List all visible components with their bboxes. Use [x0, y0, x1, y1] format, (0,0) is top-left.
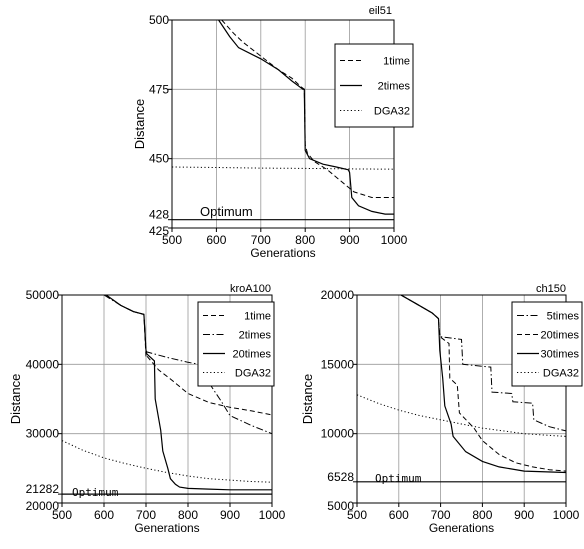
y-tick-label: 6528 — [327, 470, 354, 484]
y-tick-label: 20000 — [26, 499, 60, 513]
x-tick-label: 900 — [514, 508, 534, 522]
plot-frame — [61, 294, 273, 504]
legend: 1time 2times 20times DGA32 — [197, 301, 275, 387]
x-tick-label: 500 — [347, 508, 367, 522]
chart-title: kroA100 — [230, 283, 271, 295]
series-line-5times — [400, 294, 567, 432]
x-tick-label: 900 — [340, 233, 360, 247]
y-tick-label: 450 — [149, 152, 169, 166]
x-tick-label: 700 — [251, 233, 271, 247]
y-tick-label: 500 — [149, 13, 169, 27]
optimum-label: Optimum — [200, 204, 253, 219]
series-line-DGA32 — [61, 440, 273, 483]
y-tick-label: 475 — [149, 82, 169, 96]
legend-label-1time: 1time — [383, 56, 410, 68]
plot-frame — [356, 294, 567, 504]
chart-panel-eil51: Optimum 500 600 700 800 900 1000 425 428 450 475 50… — [132, 5, 414, 260]
y-tick-label: 425 — [149, 224, 169, 238]
x-axis-label: Generations — [134, 521, 199, 535]
series-line-2times — [218, 19, 394, 215]
optimum-label: Optimum — [375, 472, 422, 485]
y-axis-label: Distance — [132, 99, 147, 150]
y-axis-label: Distance — [300, 374, 315, 425]
chart-title: eil51 — [369, 5, 392, 17]
x-tick-label: 500 — [162, 233, 182, 247]
chart-panel-ch150: Optimum 500 600 700 800 900 1000 5000 6528 10000 1… — [300, 283, 583, 535]
y-axis-label: Distance — [8, 374, 23, 425]
legend-label-2times: 2times — [378, 81, 411, 93]
x-tick-label: 800 — [295, 233, 315, 247]
series-line-20times — [105, 294, 272, 491]
x-tick-label: 800 — [472, 508, 492, 522]
y-tick-label: 20000 — [321, 288, 355, 302]
optimum-label: Optimum — [72, 486, 119, 499]
x-tick-label: 800 — [178, 508, 198, 522]
legend: 1time 2times DGA32 — [334, 43, 414, 128]
series-line-30times — [400, 294, 567, 474]
y-tick-label: 5000 — [327, 499, 354, 513]
y-tick-label: 40000 — [26, 357, 60, 371]
y-tick-label: 50000 — [26, 288, 60, 302]
x-tick-label: 600 — [206, 233, 226, 247]
x-tick-label: 900 — [220, 508, 240, 522]
x-tick-label: 1000 — [381, 233, 408, 247]
y-tick-label: 10000 — [321, 427, 355, 441]
y-tick-label: 428 — [149, 208, 169, 222]
series-line-DGA32 — [356, 394, 567, 437]
series-line-2times — [103, 294, 273, 435]
legend-label-30times: 30times — [540, 349, 579, 361]
legend-label-5times: 5times — [547, 311, 580, 323]
y-tick-label: 15000 — [321, 357, 355, 371]
legend-label-DGA32: DGA32 — [543, 368, 579, 380]
x-tick-label: 700 — [136, 508, 156, 522]
y-tick-label: 30000 — [26, 427, 60, 441]
x-axis-label: Generations — [429, 521, 494, 535]
x-tick-label: 1000 — [259, 508, 286, 522]
legend-label-20times: 20times — [232, 349, 271, 361]
x-tick-label: 700 — [431, 508, 451, 522]
legend: 5times 20times 30times DGA32 — [511, 301, 583, 387]
chart-title: ch150 — [536, 283, 566, 295]
x-tick-label: 500 — [52, 508, 72, 522]
y-tick-label: 21282 — [26, 482, 60, 496]
x-axis-label: Generations — [250, 246, 315, 260]
legend-label-DGA32: DGA32 — [374, 106, 410, 118]
legend-label-1time: 1time — [244, 311, 271, 323]
series-line-1time — [221, 19, 394, 198]
x-tick-label: 600 — [94, 508, 114, 522]
legend-label-DGA32: DGA32 — [235, 368, 271, 380]
legend-label-20times: 20times — [540, 330, 579, 342]
x-tick-label: 600 — [389, 508, 409, 522]
legend-label-2times: 2times — [239, 330, 272, 342]
x-tick-label: 1000 — [553, 508, 580, 522]
series-line-DGA32 — [171, 166, 395, 170]
